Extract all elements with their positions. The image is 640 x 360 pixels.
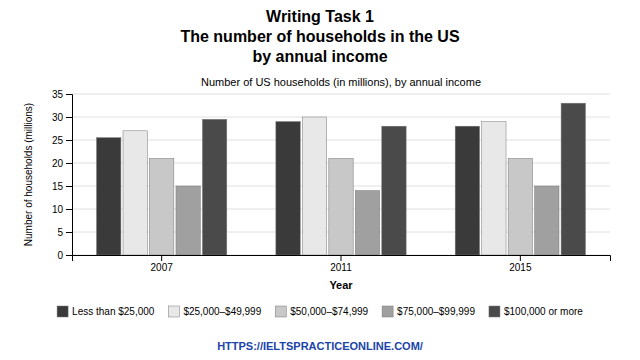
x-tick-label: 2011 xyxy=(330,262,352,273)
y-tick-mark xyxy=(66,94,72,95)
x-axis-label: Year xyxy=(329,279,353,291)
bar-series xyxy=(176,186,559,255)
heading: The number of households in the US xyxy=(180,28,459,45)
y-tick-mark xyxy=(66,140,72,141)
bar xyxy=(508,158,532,255)
legend-label: Less than $25,000 xyxy=(72,306,155,317)
y-axis-label: Number of households (millions) xyxy=(23,103,34,246)
y-axis: 0 5 10 15 20 25 30 35 xyxy=(52,89,73,261)
y-tick: 5 xyxy=(57,227,72,238)
bar xyxy=(176,186,200,255)
y-tick: 25 xyxy=(52,135,72,146)
x-tick: 2015 xyxy=(509,255,532,273)
bar xyxy=(97,138,121,255)
footer: HTTPS://IELTSPRACTICEONLINE.COM/ xyxy=(217,340,423,352)
legend-label: $25,000–$49,999 xyxy=(183,306,261,317)
grid-line xyxy=(72,94,610,95)
y-tick-mark xyxy=(66,117,72,118)
bar xyxy=(535,186,559,255)
y-tick-label: 15 xyxy=(52,181,64,192)
y-tick-label: 5 xyxy=(57,227,63,238)
x-axis: 2007 2011 2015 xyxy=(73,255,611,273)
y-tick-mark xyxy=(66,163,72,164)
y-tick-label: 10 xyxy=(52,204,64,215)
chart: Writing Task 1 The number of households i… xyxy=(0,0,640,360)
legend-item: $50,000–$74,999 xyxy=(275,306,368,317)
bar xyxy=(302,117,326,255)
legend-swatch xyxy=(275,306,286,317)
y-tick-mark xyxy=(66,209,72,210)
heading: by annual income xyxy=(252,48,387,65)
x-tick-label: 2015 xyxy=(509,262,532,273)
y-tick-label: 25 xyxy=(52,135,64,146)
y-tick: 30 xyxy=(52,112,72,123)
legend-label: $50,000–$74,999 xyxy=(290,306,368,317)
bar xyxy=(123,131,147,255)
chart-title: Number of US households (in millions), b… xyxy=(201,76,481,88)
y-tick-mark xyxy=(66,186,72,187)
x-tick-mark xyxy=(520,255,521,261)
x-tick-mark xyxy=(161,255,162,261)
bar xyxy=(382,126,406,255)
bar xyxy=(355,191,379,255)
legend-item: $100,000 or more xyxy=(489,306,583,317)
y-tick: 0 xyxy=(57,250,72,261)
y-tick: 35 xyxy=(52,89,72,100)
bar xyxy=(329,158,353,255)
legend-label: $75,000–$99,999 xyxy=(397,306,475,317)
bar xyxy=(455,126,479,255)
bar xyxy=(482,122,506,255)
legend-swatch xyxy=(168,306,179,317)
plot: 0 5 10 15 20 25 30 35 2007 2011 2015 xyxy=(52,89,611,273)
y-tick-mark xyxy=(66,232,72,233)
x-tick-mark xyxy=(341,255,342,261)
legend: Less than $25,000 $25,000–$49,999 $50,000–… xyxy=(57,306,583,317)
y-tick: 20 xyxy=(52,158,72,169)
legend-label: $100,000 or more xyxy=(504,306,583,317)
legend-item: $75,000–$99,999 xyxy=(382,306,475,317)
y-tick: 10 xyxy=(52,204,72,215)
x-tick-label: 2007 xyxy=(151,262,174,273)
bars xyxy=(97,103,586,255)
legend-item: Less than $25,000 xyxy=(57,306,155,317)
bar-series xyxy=(123,117,506,255)
grid-line xyxy=(72,140,610,141)
legend-swatch xyxy=(382,306,393,317)
legend-item: $25,000–$49,999 xyxy=(168,306,261,317)
grid xyxy=(72,94,610,255)
y-tick-label: 35 xyxy=(52,89,64,100)
legend-swatch xyxy=(57,306,68,317)
y-tick-label: 0 xyxy=(57,250,63,261)
bar xyxy=(561,103,585,255)
legend-swatch xyxy=(489,306,500,317)
bar xyxy=(149,158,173,255)
x-tick: 2007 xyxy=(151,255,174,273)
y-tick: 15 xyxy=(52,181,72,192)
bar-series xyxy=(97,122,480,255)
y-tick-label: 20 xyxy=(52,158,64,169)
bar-series xyxy=(202,103,585,255)
y-tick-label: 30 xyxy=(52,112,64,123)
x-axis-line xyxy=(73,256,611,262)
bar xyxy=(276,122,300,255)
x-tick: 2011 xyxy=(330,255,352,273)
y-axis-line xyxy=(66,95,73,256)
y-tick-mark xyxy=(66,255,72,256)
heading: Writing Task 1 xyxy=(266,8,374,25)
bar xyxy=(202,119,226,255)
grid-line xyxy=(72,117,610,118)
